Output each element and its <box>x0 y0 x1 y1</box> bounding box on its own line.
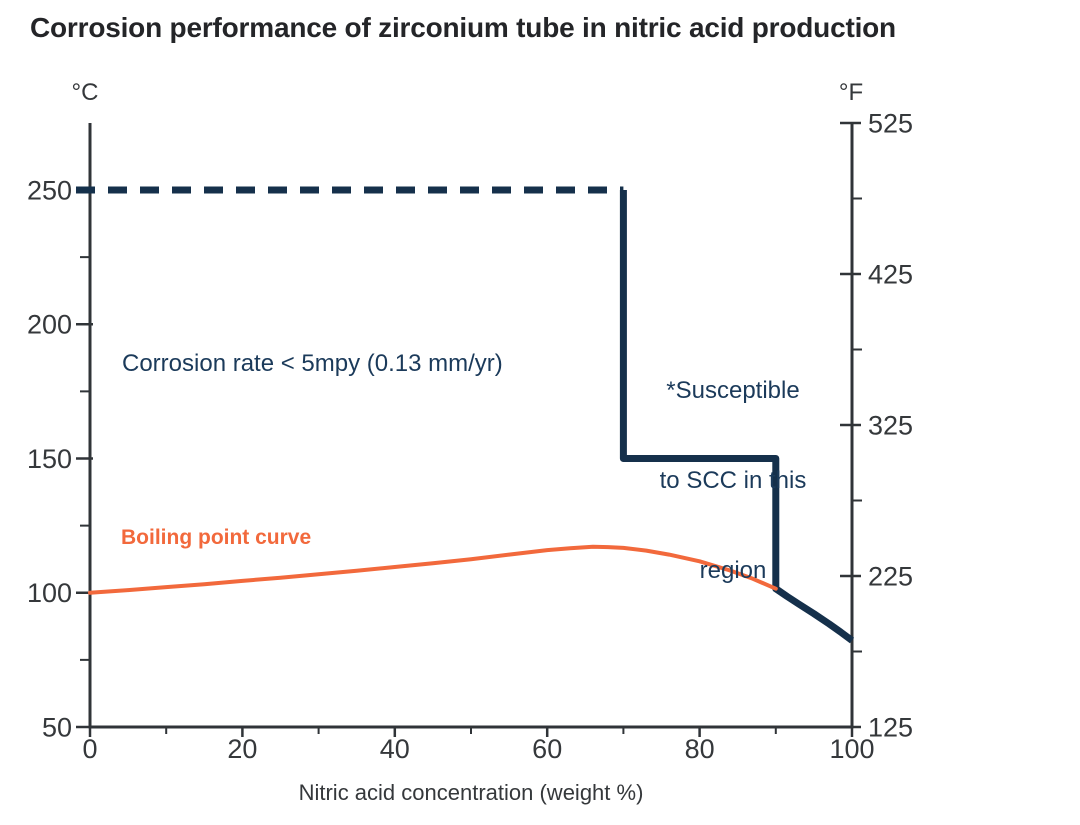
annotation-scc-line2: to SCC in this <box>659 467 807 494</box>
y-right-tick-label: 425 <box>868 259 913 289</box>
y-left-tick-label: 200 <box>27 310 72 340</box>
x-tick-label: 60 <box>532 734 562 764</box>
x-tick-label: 20 <box>227 734 257 764</box>
annotation-boiling-point-label: Boiling point curve <box>121 526 312 549</box>
x-tick-label: 100 <box>829 734 874 764</box>
y-right-tick-label: 325 <box>868 410 913 440</box>
y-left-tick-label: 250 <box>27 175 72 205</box>
x-tick-label: 80 <box>685 734 715 764</box>
y-left-tick-label: 100 <box>27 578 72 608</box>
y-right-tick-label: 125 <box>868 712 913 742</box>
annotation-scc-region: *Susceptible to SCC in this region <box>613 316 853 646</box>
y-right-tick-label: 525 <box>868 108 913 138</box>
y-right-axis-unit-label: °F <box>839 79 863 106</box>
annotation-corrosion-rate: Corrosion rate < 5mpy (0.13 mm/yr) <box>122 350 503 377</box>
series-boiling-point-curve <box>88 544 778 595</box>
x-axis-title: Nitric acid concentration (weight %) <box>299 780 644 805</box>
y-right-tick-label: 225 <box>868 561 913 591</box>
chart-title: Corrosion performance of zirconium tube … <box>30 12 896 43</box>
y-left-axis-unit-label: °C <box>72 79 99 106</box>
y-left-tick-label: 50 <box>42 712 72 742</box>
x-tick-label: 40 <box>380 734 410 764</box>
annotation-scc-line1: *Susceptible <box>666 377 800 404</box>
series-corrosion-limit-solid <box>619 190 855 644</box>
y-left-tick-label: 150 <box>27 444 72 474</box>
annotation-scc-line3: region <box>699 557 767 584</box>
x-tick-label: 0 <box>82 734 97 764</box>
